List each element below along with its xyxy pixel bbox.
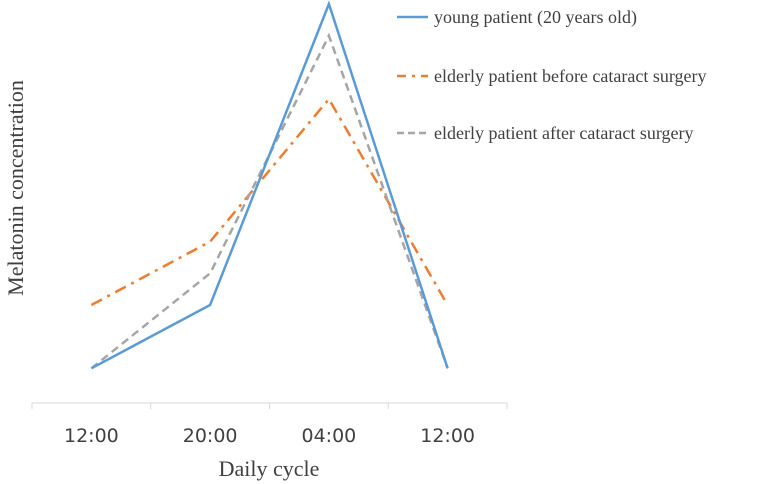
x-tick-label: 04:00 [301, 425, 356, 447]
x-tick-label: 12:00 [64, 425, 119, 447]
legend: young patient (20 years old) elderly pati… [397, 7, 707, 143]
x-axis [31, 402, 508, 409]
y-axis-title: Melatonin concentration [3, 80, 28, 296]
x-axis-title: Daily cycle [219, 456, 320, 481]
x-tick-label: 20:00 [183, 425, 238, 447]
series-line-2 [90, 96, 449, 307]
x-tick-label: 12:00 [420, 425, 475, 447]
legend-label-2: elderly patient before cataract surgery [434, 66, 707, 86]
legend-label-1: young patient (20 years old) [434, 7, 637, 28]
series-line-1 [90, 0, 449, 370]
x-tick-labels: 12:00 20:00 04:00 12:00 [64, 425, 475, 447]
plot-area [90, 0, 449, 370]
legend-label-3: elderly patient after cataract surgery [434, 123, 694, 143]
